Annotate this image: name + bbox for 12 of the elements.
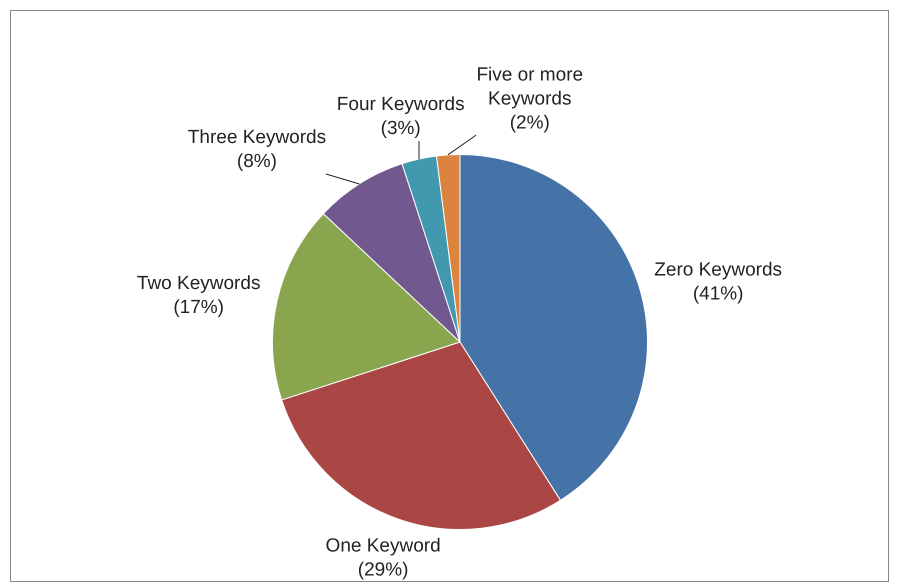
slice-label: Three Keywords <box>188 126 326 148</box>
data-label: (8%) <box>236 150 278 172</box>
data-label: (41%) <box>692 283 744 304</box>
data-label: (29%) <box>358 560 408 581</box>
slice-label: Two Keywords <box>136 272 260 294</box>
slice-label: Four Keywords <box>336 94 465 115</box>
slice-label: One Keyword <box>326 536 441 557</box>
data-label: (17%) <box>173 296 224 318</box>
data-label: (2%) <box>510 112 550 134</box>
data-label: (3%) <box>380 118 421 139</box>
slice-label: Zero Keywords <box>654 259 782 280</box>
slice-label: Five or more Keywords <box>476 64 584 110</box>
